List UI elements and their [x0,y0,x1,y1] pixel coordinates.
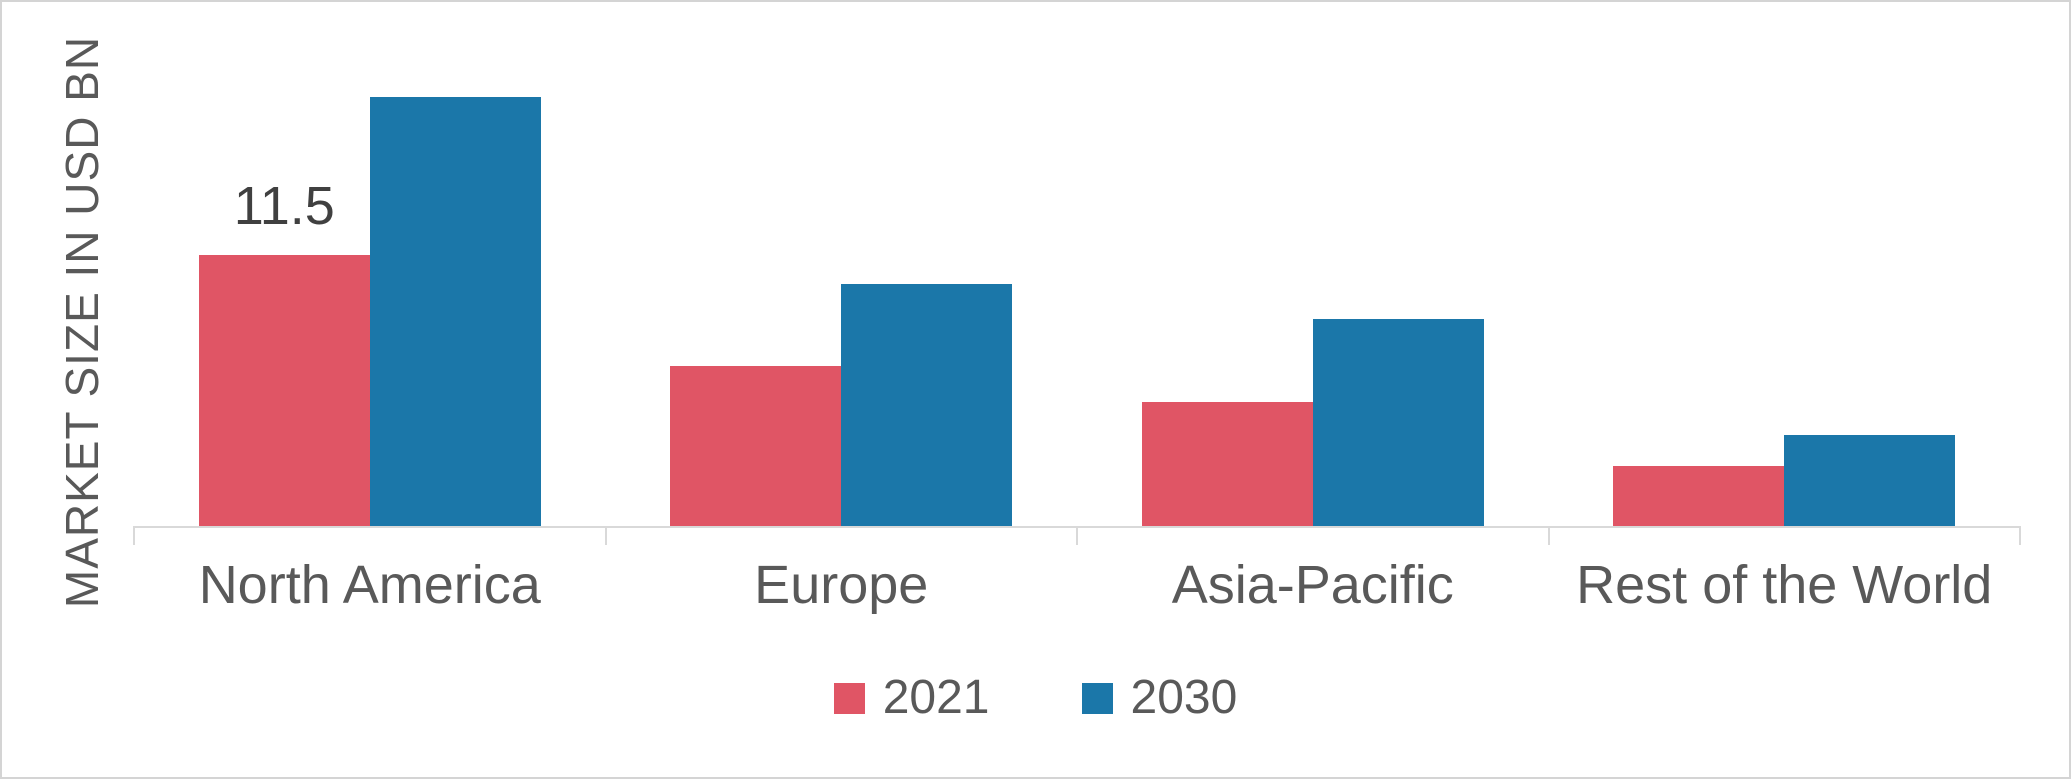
bar-2030-europe [841,284,1013,527]
axis-tick [2019,526,2021,545]
axis-tick [1076,526,1078,545]
bar-2021-rest-of-the-world [1613,466,1785,527]
bar-2021-europe [670,366,842,527]
bar-2030-asia-pacific [1312,319,1484,527]
bar-2021-asia-pacific [1141,402,1313,527]
legend-swatch-2030 [1081,682,1113,714]
bar-2021-north-america: 11.5 [198,176,370,527]
x-label-asia-pacific: Asia-Pacific [1171,555,1454,615]
legend-label-2030: 2030 [1130,671,1238,724]
bar-2030-north-america [369,97,541,527]
x-label-europe: Europe [754,555,929,615]
x-axis-labels: North America Europe Asia-Pacific Rest of t… [134,554,2020,616]
y-axis-title: MARKET SIZE IN USD BN [56,35,108,609]
bar-group-north-america: 11.5 [134,97,606,527]
bar-group-europe [606,284,1078,527]
plot-area: 11.5 [134,78,2020,527]
bar-group-rest-of-the-world [1549,435,2021,527]
axis-tick [1547,526,1550,545]
legend-item-2030: 2030 [1081,671,1238,724]
x-axis-ticks [133,526,2021,545]
axis-tick [133,526,135,545]
data-label-2021-north-america: 11.5 [233,176,335,236]
legend: 2021 2030 [2,674,2069,722]
legend-swatch-2021 [833,682,865,714]
axis-tick [604,526,607,545]
bar-group-asia-pacific [1077,319,1549,527]
legend-item-2021: 2021 [833,671,990,724]
x-label-north-america: North America [198,555,541,615]
bar-2030-rest-of-the-world [1784,435,1956,527]
x-label-rest-of-the-world: Rest of the World [1576,555,1993,615]
legend-label-2021: 2021 [882,671,990,724]
